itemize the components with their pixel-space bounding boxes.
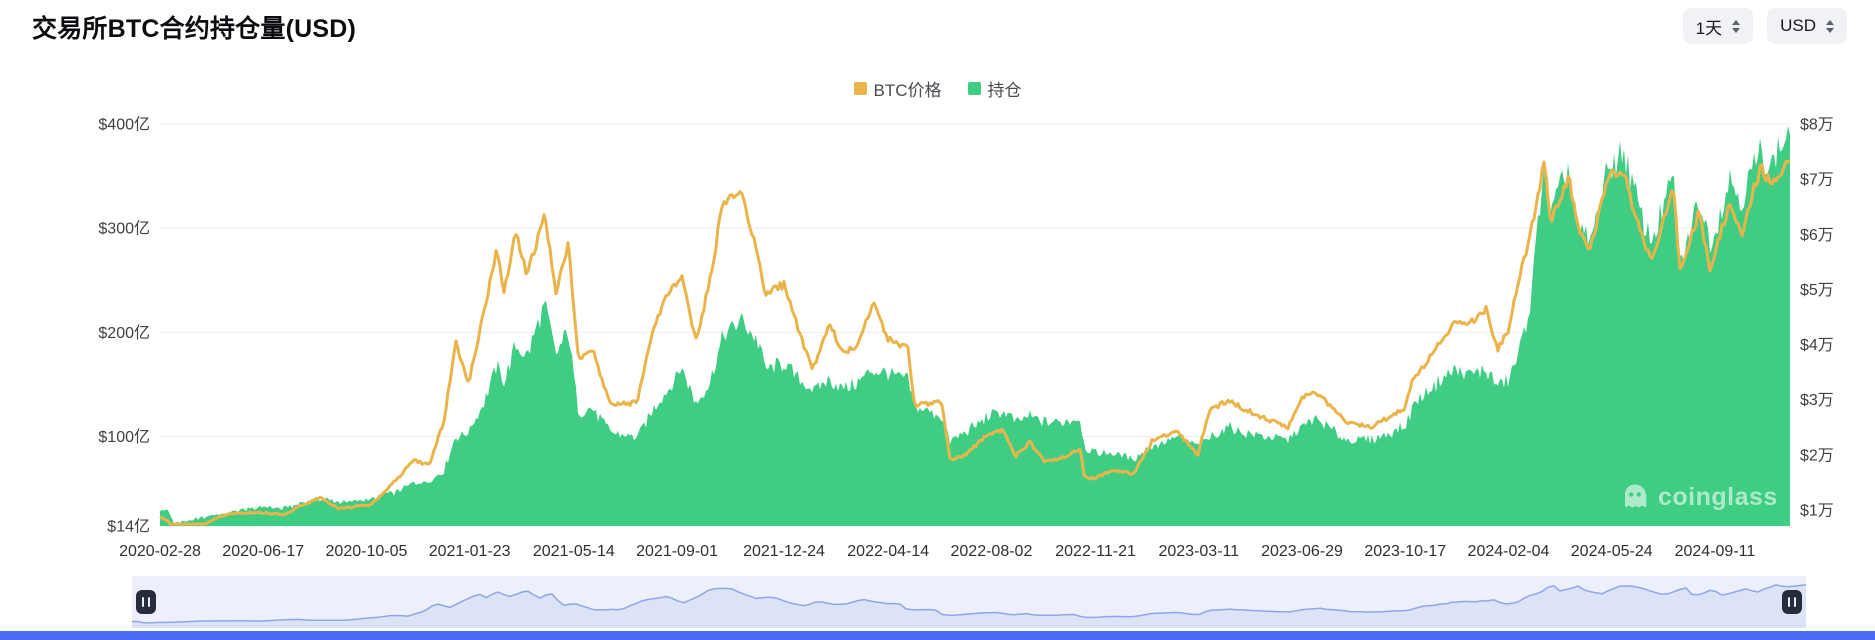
- svg-text:$5万: $5万: [1800, 282, 1834, 299]
- main-chart[interactable]: $400亿 $300亿 $200亿 $100亿 $14亿 $8万 $7万 $6万 $5万 $4万 $…: [0, 0, 1875, 570]
- svg-text:2023-10-17: 2023-10-17: [1364, 543, 1446, 560]
- up-down-arrows-icon: [1826, 19, 1834, 33]
- svg-text:$300亿: $300亿: [98, 220, 150, 238]
- svg-text:2024-09-11: 2024-09-11: [1675, 543, 1756, 560]
- watermark-text: coinglass: [1658, 482, 1778, 511]
- svg-text:2024-02-04: 2024-02-04: [1468, 543, 1550, 560]
- open-interest-swatch-icon: [967, 82, 981, 95]
- navigator-handle-left[interactable]: [136, 590, 156, 614]
- svg-text:2021-09-01: 2021-09-01: [636, 543, 718, 560]
- svg-text:$3万: $3万: [1800, 392, 1834, 409]
- navigator-area: [132, 584, 1806, 628]
- svg-text:2020-06-17: 2020-06-17: [222, 543, 304, 560]
- bottom-bar: [0, 631, 1875, 640]
- legend-label-price: BTC价格: [873, 81, 942, 100]
- svg-text:2021-01-23: 2021-01-23: [429, 543, 511, 560]
- svg-text:2020-02-28: 2020-02-28: [119, 543, 201, 560]
- legend-item-open-interest[interactable]: 持仓: [967, 76, 1022, 101]
- currency-select[interactable]: USD: [1767, 8, 1847, 44]
- svg-text:$200亿: $200亿: [98, 324, 150, 342]
- navigator-line: [132, 583, 1806, 624]
- svg-text:2023-06-29: 2023-06-29: [1261, 543, 1343, 560]
- coinglass-watermark: coinglass: [1620, 482, 1778, 512]
- svg-text:2022-04-14: 2022-04-14: [847, 543, 929, 560]
- interval-value: 1天: [1695, 18, 1723, 38]
- svg-text:$100亿: $100亿: [98, 428, 150, 446]
- svg-text:$2万: $2万: [1800, 447, 1834, 464]
- svg-text:2021-05-14: 2021-05-14: [533, 543, 615, 560]
- price-swatch-icon: [853, 82, 867, 95]
- svg-text:2022-11-21: 2022-11-21: [1055, 543, 1136, 560]
- svg-text:2024-05-24: 2024-05-24: [1571, 543, 1653, 560]
- header-controls: 1天 USD: [1682, 8, 1847, 44]
- btc-price-line: [159, 159, 1791, 526]
- interval-select[interactable]: 1天: [1682, 8, 1754, 44]
- svg-text:$14亿: $14亿: [107, 518, 150, 536]
- currency-value: USD: [1780, 16, 1816, 35]
- svg-text:$7万: $7万: [1800, 172, 1834, 189]
- navigator-handle-right[interactable]: [1782, 590, 1802, 614]
- legend-label-open-interest: 持仓: [987, 81, 1022, 100]
- svg-text:$400亿: $400亿: [98, 116, 150, 134]
- chart-legend: BTC价格 持仓: [0, 76, 1875, 101]
- axis-labels: $400亿 $300亿 $200亿 $100亿 $14亿 $8万 $7万 $6万 $5万 $4万 $…: [98, 116, 1833, 561]
- svg-text:2022-08-02: 2022-08-02: [951, 543, 1033, 560]
- navigator-minichart[interactable]: [132, 576, 1806, 628]
- page-title: 交易所BTC合约持仓量(USD): [32, 15, 357, 43]
- range-navigator[interactable]: [132, 576, 1806, 628]
- open-interest-area: [160, 126, 1790, 526]
- svg-text:$4万: $4万: [1800, 337, 1834, 354]
- svg-text:$8万: $8万: [1800, 117, 1834, 134]
- svg-text:2023-03-11: 2023-03-11: [1158, 543, 1239, 560]
- legend-item-btc-price[interactable]: BTC价格: [853, 76, 942, 101]
- coinglass-logo-icon: [1625, 484, 1647, 508]
- svg-text:$6万: $6万: [1800, 227, 1834, 244]
- svg-text:2020-10-05: 2020-10-05: [326, 543, 408, 560]
- up-down-arrows-icon: [1732, 19, 1741, 33]
- svg-text:$1万: $1万: [1800, 503, 1834, 520]
- svg-text:2021-12-24: 2021-12-24: [743, 543, 825, 560]
- header: 交易所BTC合约持仓量(USD) 1天 USD: [0, 0, 1875, 52]
